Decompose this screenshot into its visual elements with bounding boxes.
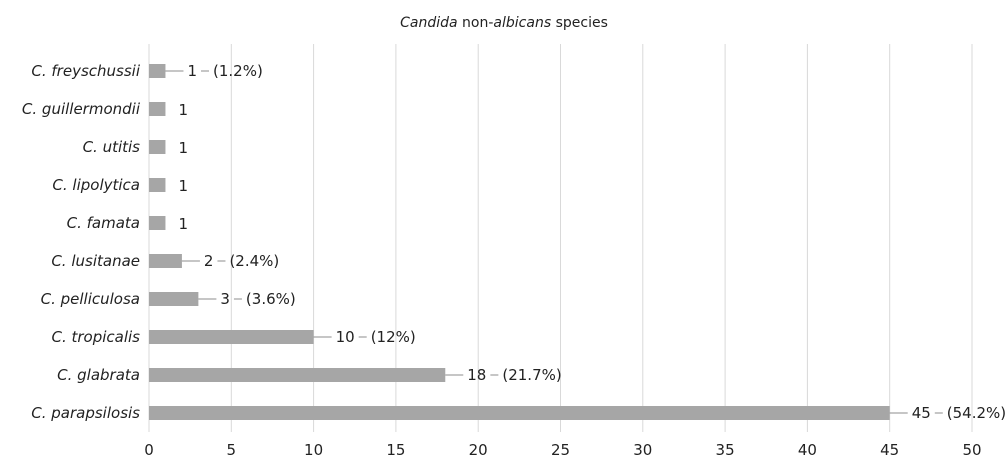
data-label-value: 3 xyxy=(220,290,230,308)
category-label: C. freyschussii xyxy=(31,62,140,80)
category-label: C. tropicalis xyxy=(51,328,140,346)
data-label-percent: (1.2%) xyxy=(213,62,263,80)
bar xyxy=(149,64,166,78)
data-label-percent: (12%) xyxy=(371,328,416,346)
chart-title-part: Candida xyxy=(400,15,457,31)
x-tick-label: 25 xyxy=(551,441,570,459)
x-tick-label: 50 xyxy=(962,441,981,459)
bar xyxy=(149,330,314,344)
chart-title: Candida non-albicans species xyxy=(400,15,608,31)
x-tick-label: 10 xyxy=(304,441,323,459)
chart-title-part: non- xyxy=(458,15,494,31)
category-label: C. utitis xyxy=(83,138,141,156)
data-label-value: 1 xyxy=(187,62,197,80)
x-axis-tick-labels: 0 5 10 15 20 25 30 35 40 45 50 xyxy=(144,441,981,459)
bars xyxy=(149,64,890,420)
x-tick-label: 0 xyxy=(144,441,154,459)
chart-title-part: albicans xyxy=(493,15,551,31)
x-tick-label: 35 xyxy=(716,441,735,459)
data-label-value: 10 xyxy=(336,328,355,346)
category-label: C. guillermondii xyxy=(22,100,141,118)
x-tick-label: 30 xyxy=(633,441,652,459)
bar xyxy=(149,178,166,192)
category-labels: C. freyschussii C. guillermondii C. utitis… xyxy=(22,62,141,422)
bar xyxy=(149,406,890,420)
x-tick-label: 15 xyxy=(386,441,405,459)
bar xyxy=(149,292,199,306)
x-tick-label: 5 xyxy=(227,441,237,459)
category-label: C. lipolytica xyxy=(52,176,140,194)
data-label-value: 18 xyxy=(467,366,486,384)
x-tick-label: 20 xyxy=(469,441,488,459)
data-label-value: 2 xyxy=(204,252,214,270)
data-label-percent: (3.6%) xyxy=(246,290,296,308)
bar xyxy=(149,140,166,154)
bar xyxy=(149,102,166,116)
data-labels: 1 (1.2%) 1 1 1 1 2 (2.4%) 3 (3.6%) 10 (12%) 18 (21.7%… xyxy=(165,62,1005,422)
x-tick-label: 40 xyxy=(798,441,817,459)
category-label: C. lusitanae xyxy=(51,252,140,270)
category-label: C. pelliculosa xyxy=(41,290,140,308)
data-label-value: 1 xyxy=(178,139,188,157)
data-label-percent: (2.4%) xyxy=(229,252,279,270)
grid-lines xyxy=(148,44,973,432)
bar xyxy=(149,254,182,268)
data-label-value: 1 xyxy=(178,215,188,233)
category-label: C. parapsilosis xyxy=(31,404,140,422)
category-label: C. famata xyxy=(67,214,140,232)
data-label-value: 1 xyxy=(178,177,188,195)
chart-title-part: species xyxy=(551,15,608,31)
data-label-value: 45 xyxy=(912,404,931,422)
data-label-value: 1 xyxy=(178,101,188,119)
bar xyxy=(149,216,166,230)
bar xyxy=(149,368,446,382)
x-tick-label: 45 xyxy=(880,441,899,459)
category-label: C. glabrata xyxy=(57,366,140,384)
data-label-percent: (21.7%) xyxy=(502,366,561,384)
data-label-percent: (54.2%) xyxy=(947,404,1005,422)
